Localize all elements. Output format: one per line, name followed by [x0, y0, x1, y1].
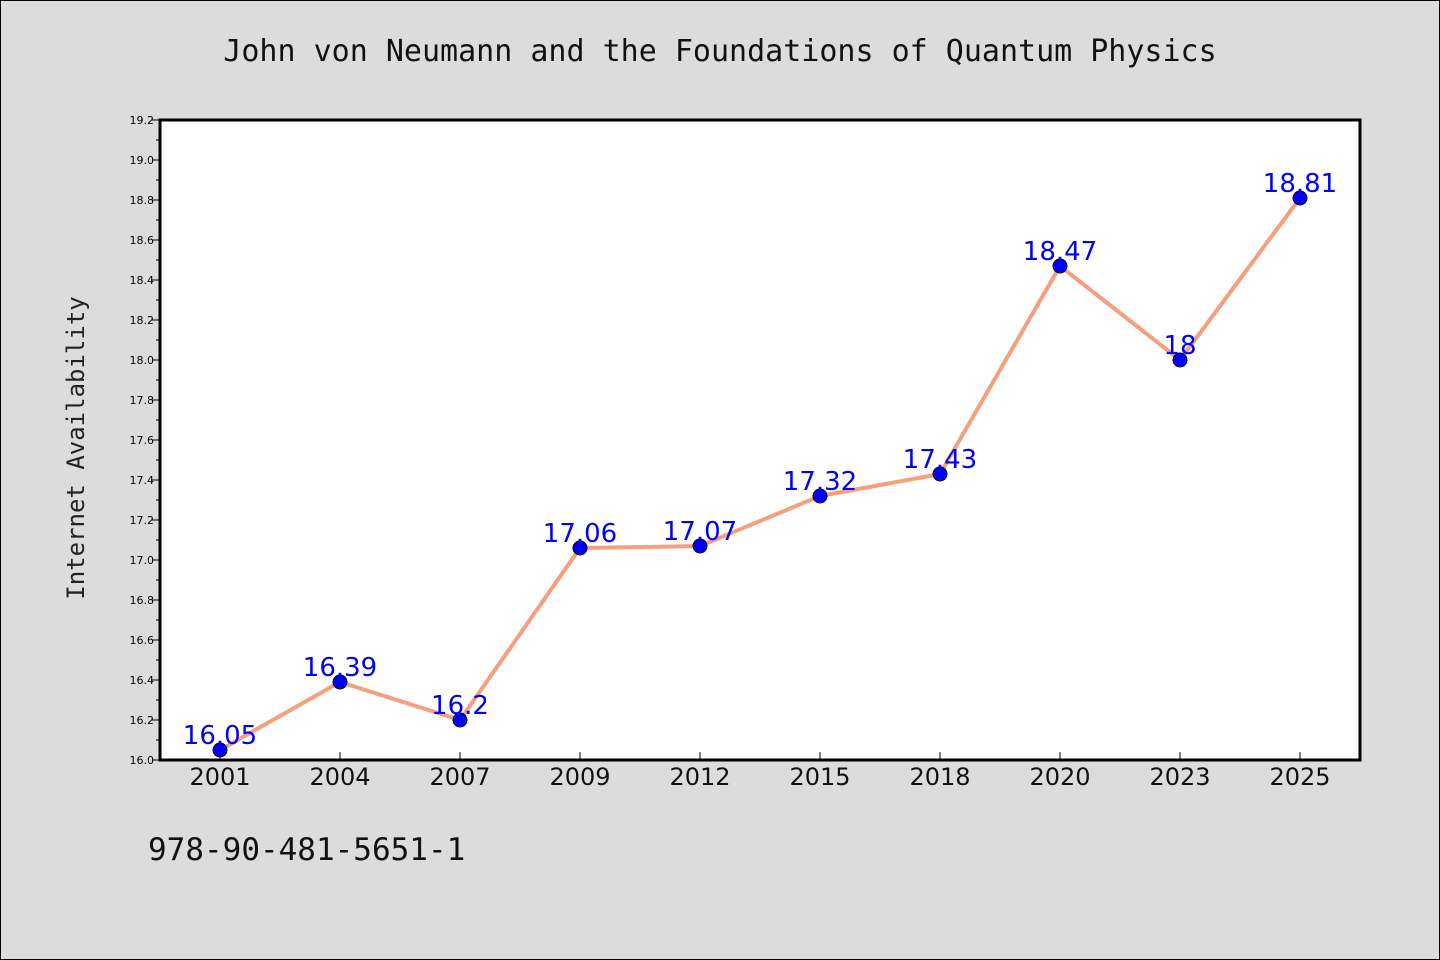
- data-point: [1292, 190, 1308, 206]
- x-tick-label: 2012: [669, 763, 730, 791]
- data-label: 17.07: [663, 517, 737, 547]
- y-tick-label: 17.2: [130, 514, 155, 527]
- y-tick-label: 16.4: [130, 674, 155, 687]
- x-tick-label: 2023: [1149, 763, 1210, 791]
- y-tick-label: 16.6: [130, 634, 155, 647]
- x-tick-label: 2001: [189, 763, 250, 791]
- y-axis: 16.0 16.2 16.4 16.6 16.8 17.0 17.2 17.4 17.6 17.8…: [130, 114, 160, 767]
- y-tick-label: 18.0: [130, 354, 155, 367]
- data-point: [1052, 258, 1068, 274]
- x-tick-label: 2018: [909, 763, 970, 791]
- y-tick-label: 17.8: [130, 394, 155, 407]
- isbn-footer: 978-90-481-5651-1: [148, 832, 466, 868]
- data-label: 18.81: [1263, 169, 1337, 199]
- y-tick-label: 17.6: [130, 434, 155, 447]
- data-label: 18.47: [1023, 237, 1097, 267]
- data-point: [212, 742, 228, 758]
- data-point: [692, 538, 708, 554]
- y-tick-label: 17.0: [130, 554, 155, 567]
- series-layer: 16.05 16.39 16.2 17.06 17.07 17.32 17.43 18.47 1…: [183, 169, 1337, 758]
- y-tick-label: 19.0: [130, 154, 155, 167]
- x-tick-label: 2004: [309, 763, 370, 791]
- plot-area: [158, 118, 1362, 762]
- y-tick-label: 17.4: [130, 474, 155, 487]
- data-label: 18: [1163, 331, 1196, 361]
- y-axis-label: Internet Availability: [62, 296, 90, 599]
- y-tick-label: 19.2: [130, 114, 155, 127]
- data-label: 16.05: [183, 721, 257, 751]
- y-tick-label: 18.8: [130, 194, 155, 207]
- x-tick-label: 2015: [789, 763, 850, 791]
- x-tick-label: 2020: [1029, 763, 1090, 791]
- data-label: 17.32: [783, 467, 857, 497]
- y-tick-label: 18.4: [130, 274, 155, 287]
- x-axis: 2001 2004 2007 2009 2012 2015 2018 2020 2023 2025: [189, 752, 1331, 791]
- data-label: 16.2: [431, 691, 489, 721]
- data-label: 16.39: [303, 653, 377, 683]
- x-tick-label: 2025: [1269, 763, 1330, 791]
- y-tick-label: 18.6: [130, 234, 155, 247]
- x-tick-label: 2009: [549, 763, 610, 791]
- y-tick-label: 16.0: [130, 754, 155, 767]
- data-point: [812, 488, 828, 504]
- y-tick-label: 18.2: [130, 314, 155, 327]
- data-point: [1172, 352, 1188, 368]
- chart-title: John von Neumann and the Foundations of …: [223, 34, 1217, 69]
- series-line: [218, 196, 1302, 752]
- data-label: 17.43: [903, 445, 977, 475]
- data-point: [932, 466, 948, 482]
- data-label: 17.06: [543, 519, 617, 549]
- data-point: [572, 540, 588, 556]
- data-point: [452, 712, 468, 728]
- y-tick-label: 16.2: [130, 714, 155, 727]
- x-tick-label: 2007: [429, 763, 490, 791]
- y-tick-label: 16.8: [130, 594, 155, 607]
- data-point: [332, 674, 348, 690]
